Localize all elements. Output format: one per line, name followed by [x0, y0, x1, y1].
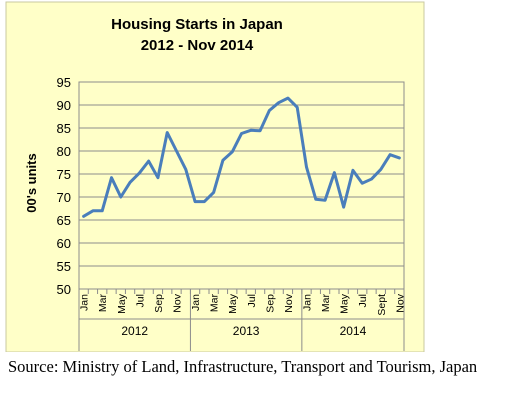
data-point	[342, 205, 345, 209]
x-tick-label-month: Mar	[97, 294, 109, 313]
data-point	[91, 209, 95, 212]
data-point	[231, 150, 234, 154]
x-tick-label-month: Jul	[246, 294, 258, 307]
year-label: 2012	[121, 324, 148, 338]
data-point	[128, 181, 132, 184]
data-point	[212, 191, 215, 194]
x-tick-label-month: Jan	[302, 294, 314, 311]
data-point	[175, 149, 178, 153]
x-tick-label-month: Mar	[209, 294, 221, 313]
data-point	[388, 153, 392, 156]
y-tick-label: 80	[57, 144, 71, 159]
data-point	[101, 209, 104, 212]
x-tick-label-month: Nov	[394, 293, 406, 312]
data-point	[258, 129, 262, 132]
y-tick-label: 90	[57, 98, 71, 113]
y-axis-label: 00's units	[24, 153, 39, 212]
x-tick-label-month: Jul	[134, 294, 146, 307]
y-tick-label: 65	[57, 213, 71, 228]
x-tick-label-month: Sep	[264, 294, 276, 313]
x-tick-label-month: Nov	[172, 293, 184, 312]
x-tick-label-month: May	[339, 293, 351, 314]
data-point	[119, 195, 122, 199]
data-point	[286, 96, 290, 100]
y-tick-label: 75	[57, 167, 71, 182]
data-point	[249, 129, 252, 132]
x-tick-label-month: Jan	[190, 294, 202, 311]
y-tick-label: 70	[57, 190, 71, 205]
y-tick-label: 95	[57, 75, 71, 90]
x-tick-label-month: Jan	[79, 294, 91, 311]
x-tick-label-month: May	[116, 293, 128, 314]
data-point	[166, 131, 169, 134]
data-point	[361, 182, 364, 185]
y-tick-label: 85	[57, 121, 71, 136]
x-tick-label-month: Nov	[283, 293, 295, 312]
year-label: 2014	[340, 324, 367, 338]
data-point	[333, 171, 336, 174]
x-tick-label-month: Mar	[320, 294, 332, 313]
data-point	[323, 199, 327, 202]
x-tick-label-month: Sept	[376, 294, 388, 316]
data-point	[305, 165, 308, 169]
y-tick-label: 50	[57, 282, 71, 297]
data-point	[370, 177, 373, 181]
data-point	[184, 168, 187, 171]
y-tick-label: 60	[57, 236, 71, 251]
data-point	[203, 200, 206, 203]
x-tick-label-month: Sep	[153, 294, 165, 313]
data-point	[138, 171, 141, 175]
data-point	[193, 200, 197, 203]
data-point	[268, 109, 271, 112]
data-point	[379, 168, 382, 171]
y-tick-label: 55	[57, 259, 71, 274]
data-point	[314, 198, 317, 201]
line-chart: Housing Starts in Japan 2012 - Nov 2014 …	[5, 1, 425, 352]
data-point	[240, 132, 243, 135]
data-point	[296, 106, 299, 109]
plot-area	[78, 81, 405, 290]
chart-title-line2: 2012 - Nov 2014	[141, 37, 254, 54]
data-point	[110, 176, 113, 179]
x-tick-label-month: Jul	[357, 294, 369, 307]
chart-background	[5, 1, 425, 352]
source-note: Source: Ministry of Land, Infrastructure…	[8, 357, 478, 376]
data-point	[398, 156, 401, 160]
data-point	[221, 159, 225, 162]
year-label: 2013	[233, 324, 260, 338]
x-tick-label-month: May	[227, 293, 239, 314]
data-point	[156, 176, 160, 179]
data-point	[82, 215, 85, 218]
data-point	[147, 159, 150, 163]
data-point	[351, 169, 355, 172]
chart-title-line1: Housing Starts in Japan	[111, 16, 283, 33]
data-point	[277, 101, 280, 104]
